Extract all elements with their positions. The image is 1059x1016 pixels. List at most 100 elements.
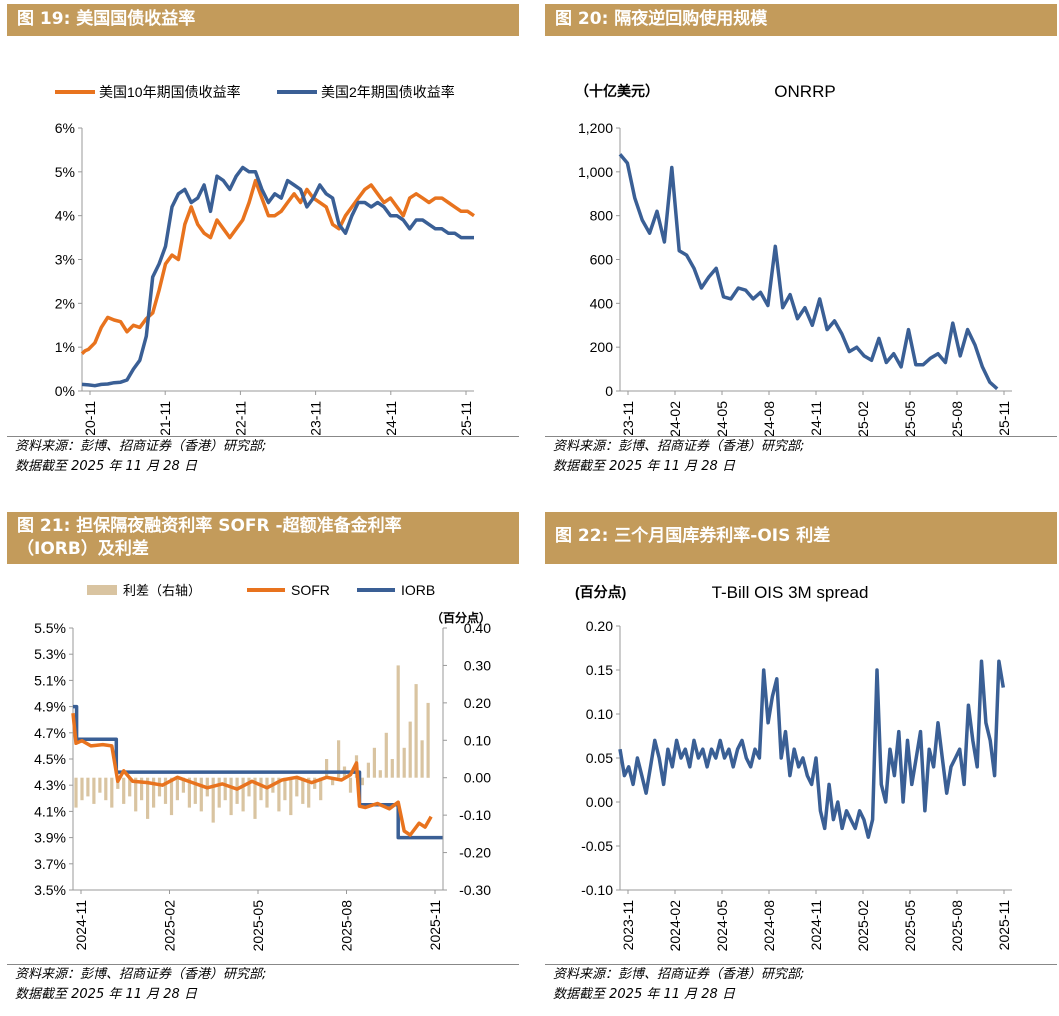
series-spread-line bbox=[618, 659, 1006, 839]
source-note: 资料来源：彭博、招商证券（香港）研究部; 数据截至 2025 年 11 月 28… bbox=[7, 436, 519, 477]
spread-bar bbox=[146, 777, 150, 819]
legend: 美国10年期国债收益率 美国2年期国债收益率 bbox=[55, 84, 455, 100]
series-2y-line bbox=[81, 165, 474, 388]
spread-bar bbox=[366, 762, 370, 778]
spread-bar bbox=[80, 777, 84, 801]
y-tick-label: 5.3% bbox=[34, 646, 66, 662]
x-tick-label: 2024-08 bbox=[761, 900, 777, 952]
spread-bar bbox=[372, 747, 376, 778]
y-tick-label: 4.3% bbox=[34, 777, 66, 793]
legend-2y-label: 美国2年期国债收益率 bbox=[321, 84, 455, 100]
spread-bar bbox=[187, 777, 191, 808]
series-onrrp-line bbox=[618, 153, 999, 391]
spread-bar bbox=[169, 777, 174, 816]
x-tick-label: 2024-11 bbox=[73, 900, 89, 951]
spread-bar bbox=[104, 777, 108, 801]
title-line-1: 图 21: 担保隔夜融资利率 SOFR -超额准备金利率 bbox=[17, 516, 402, 536]
figure-22-svg: (百分点) T-Bill OIS 3M spread -0.10 -0.05 0.0… bbox=[575, 583, 1012, 951]
x-tick-label: 2025-08 bbox=[949, 900, 965, 952]
x-tick-label: 2024-02 bbox=[667, 401, 683, 436]
legend: 利差（右轴） SOFR IORB bbox=[87, 582, 435, 598]
spread-bar bbox=[229, 777, 233, 816]
y-tick-label: 600 bbox=[590, 252, 614, 268]
x-tick-label: 2025-02 bbox=[855, 900, 871, 952]
y-tick-label: 1,000 bbox=[578, 164, 613, 180]
spread-bar bbox=[181, 777, 185, 793]
data-date-line: 数据截至 2025 年 11 月 28 日 bbox=[15, 987, 197, 1002]
x-tick-label: 2025-11 bbox=[996, 900, 1012, 951]
spread-bar bbox=[408, 721, 412, 778]
spread-bar bbox=[152, 777, 156, 808]
y-tick-label: 4.1% bbox=[34, 803, 66, 819]
plot-area: 3.5% 3.7% 3.9% 4.1% 4.3% 4.5% 4.7% 4.9% 5.1% 5.3%… bbox=[34, 620, 491, 951]
y-tick-label: 4.9% bbox=[34, 699, 66, 715]
y-tick-label: 200 bbox=[590, 339, 614, 355]
figure-22-panel: 图 22: 三个月国库券利率-OIS 利差 (百分点) T-Bill OIS 3… bbox=[545, 512, 1057, 1005]
figure-20-chart: （十亿美元） ONRRP 0 200 400 600 800 1,000 1,200 2023… bbox=[545, 36, 1057, 436]
figure-19-title: 图 19: 美国国债收益率 bbox=[7, 4, 519, 36]
plot-area: 0% 1% 2% 3% 4% 5% 6% 2020-11 2021-11 2022-11 2023-… bbox=[55, 120, 475, 436]
right-axis-unit: （百分点） bbox=[431, 610, 491, 625]
legend-iorb-label: IORB bbox=[401, 582, 435, 598]
y-tick-label: 3.9% bbox=[34, 830, 66, 846]
spread-bar bbox=[110, 777, 114, 808]
unit-label: （十亿美元） bbox=[575, 83, 659, 99]
y-tick-label: 5.1% bbox=[34, 672, 66, 688]
x-tick-label: 2025-05 bbox=[902, 900, 918, 952]
spread-bar bbox=[92, 777, 96, 804]
series-10y-line bbox=[80, 178, 475, 355]
spread-bar bbox=[378, 770, 382, 778]
right-tick-label: 0.10 bbox=[464, 732, 491, 748]
y-tick-label: 0.10 bbox=[586, 706, 613, 722]
figure-22-title: 图 22: 三个月国库券利率-OIS 利差 bbox=[545, 512, 1057, 564]
x-tick-label: 2025-02 bbox=[855, 401, 871, 436]
spread-bar bbox=[283, 777, 287, 801]
source-line: 资料来源：彭博、招商证券（香港）研究部; bbox=[15, 439, 267, 454]
x-tick-label: 2025-05 bbox=[250, 900, 266, 952]
spread-bar bbox=[241, 777, 245, 812]
source-line: 资料来源：彭博、招商证券（香港）研究部; bbox=[553, 967, 805, 982]
y-tick-label: 0.15 bbox=[586, 662, 613, 678]
spread-bar bbox=[289, 777, 293, 816]
series-title: T-Bill OIS 3M spread bbox=[712, 583, 869, 602]
spread-bar bbox=[128, 777, 132, 797]
y-tick-label: 5.5% bbox=[34, 620, 66, 636]
y-tick-label: 3.7% bbox=[34, 856, 66, 872]
y-tick-label: 1,200 bbox=[578, 120, 613, 136]
x-tick-label: 2024-11 bbox=[808, 900, 824, 951]
spread-bar bbox=[175, 777, 179, 801]
spread-bar bbox=[396, 665, 400, 778]
y-tick-label: 0 bbox=[605, 383, 613, 399]
spread-bar bbox=[211, 777, 215, 823]
right-tick-label: 0.40 bbox=[464, 620, 491, 636]
x-tick-label: 2022-11 bbox=[232, 401, 248, 436]
figure-21-chart: 利差（右轴） SOFR IORB （百分点） 3.5% 3.7% 3.9% 4.1% 4… bbox=[7, 564, 519, 964]
x-tick-label: 2025-05 bbox=[902, 401, 918, 436]
right-tick-label: 0.30 bbox=[464, 657, 491, 673]
legend-spread-label: 利差（右轴） bbox=[123, 583, 201, 598]
source-line: 资料来源：彭博、招商证券（香港）研究部; bbox=[553, 439, 805, 454]
spread-bar bbox=[223, 777, 227, 801]
spread-bar bbox=[140, 777, 144, 801]
x-tick-label: 2024-11 bbox=[808, 401, 824, 436]
spread-bar bbox=[402, 747, 406, 778]
figure-19-chart: 美国10年期国债收益率 美国2年期国债收益率 0% 1% 2% 3% 4% 5% 6% 202… bbox=[7, 36, 519, 436]
spread-bar bbox=[319, 777, 323, 801]
y-tick-label: -0.10 bbox=[581, 882, 613, 898]
x-tick-label: 2024-02 bbox=[667, 900, 683, 952]
spread-bar bbox=[337, 740, 341, 778]
x-tick-label: 2024-05 bbox=[714, 401, 730, 436]
figure-20-panel: 图 20: 隔夜逆回购使用规模 （十亿美元） ONRRP 0 200 400 600 8… bbox=[545, 4, 1057, 477]
x-tick-label: 2024-11 bbox=[383, 401, 399, 436]
y-tick-label: 400 bbox=[590, 295, 614, 311]
plot-area: -0.10 -0.05 0.00 0.05 0.10 0.15 0.20 2023-11 202… bbox=[581, 618, 1012, 951]
plot-area: 0 200 400 600 800 1,000 1,200 2023-11 2024-02 202… bbox=[578, 120, 1012, 436]
spread-bar bbox=[116, 777, 120, 789]
y-tick-label: -0.05 bbox=[581, 838, 613, 854]
spread-bar bbox=[217, 777, 221, 808]
y-tick-label: 6% bbox=[55, 120, 75, 136]
spread-bar bbox=[325, 759, 329, 778]
right-tick-label: -0.10 bbox=[459, 807, 491, 823]
spread-bar bbox=[420, 740, 424, 778]
x-tick-label: 2024-05 bbox=[714, 900, 730, 952]
